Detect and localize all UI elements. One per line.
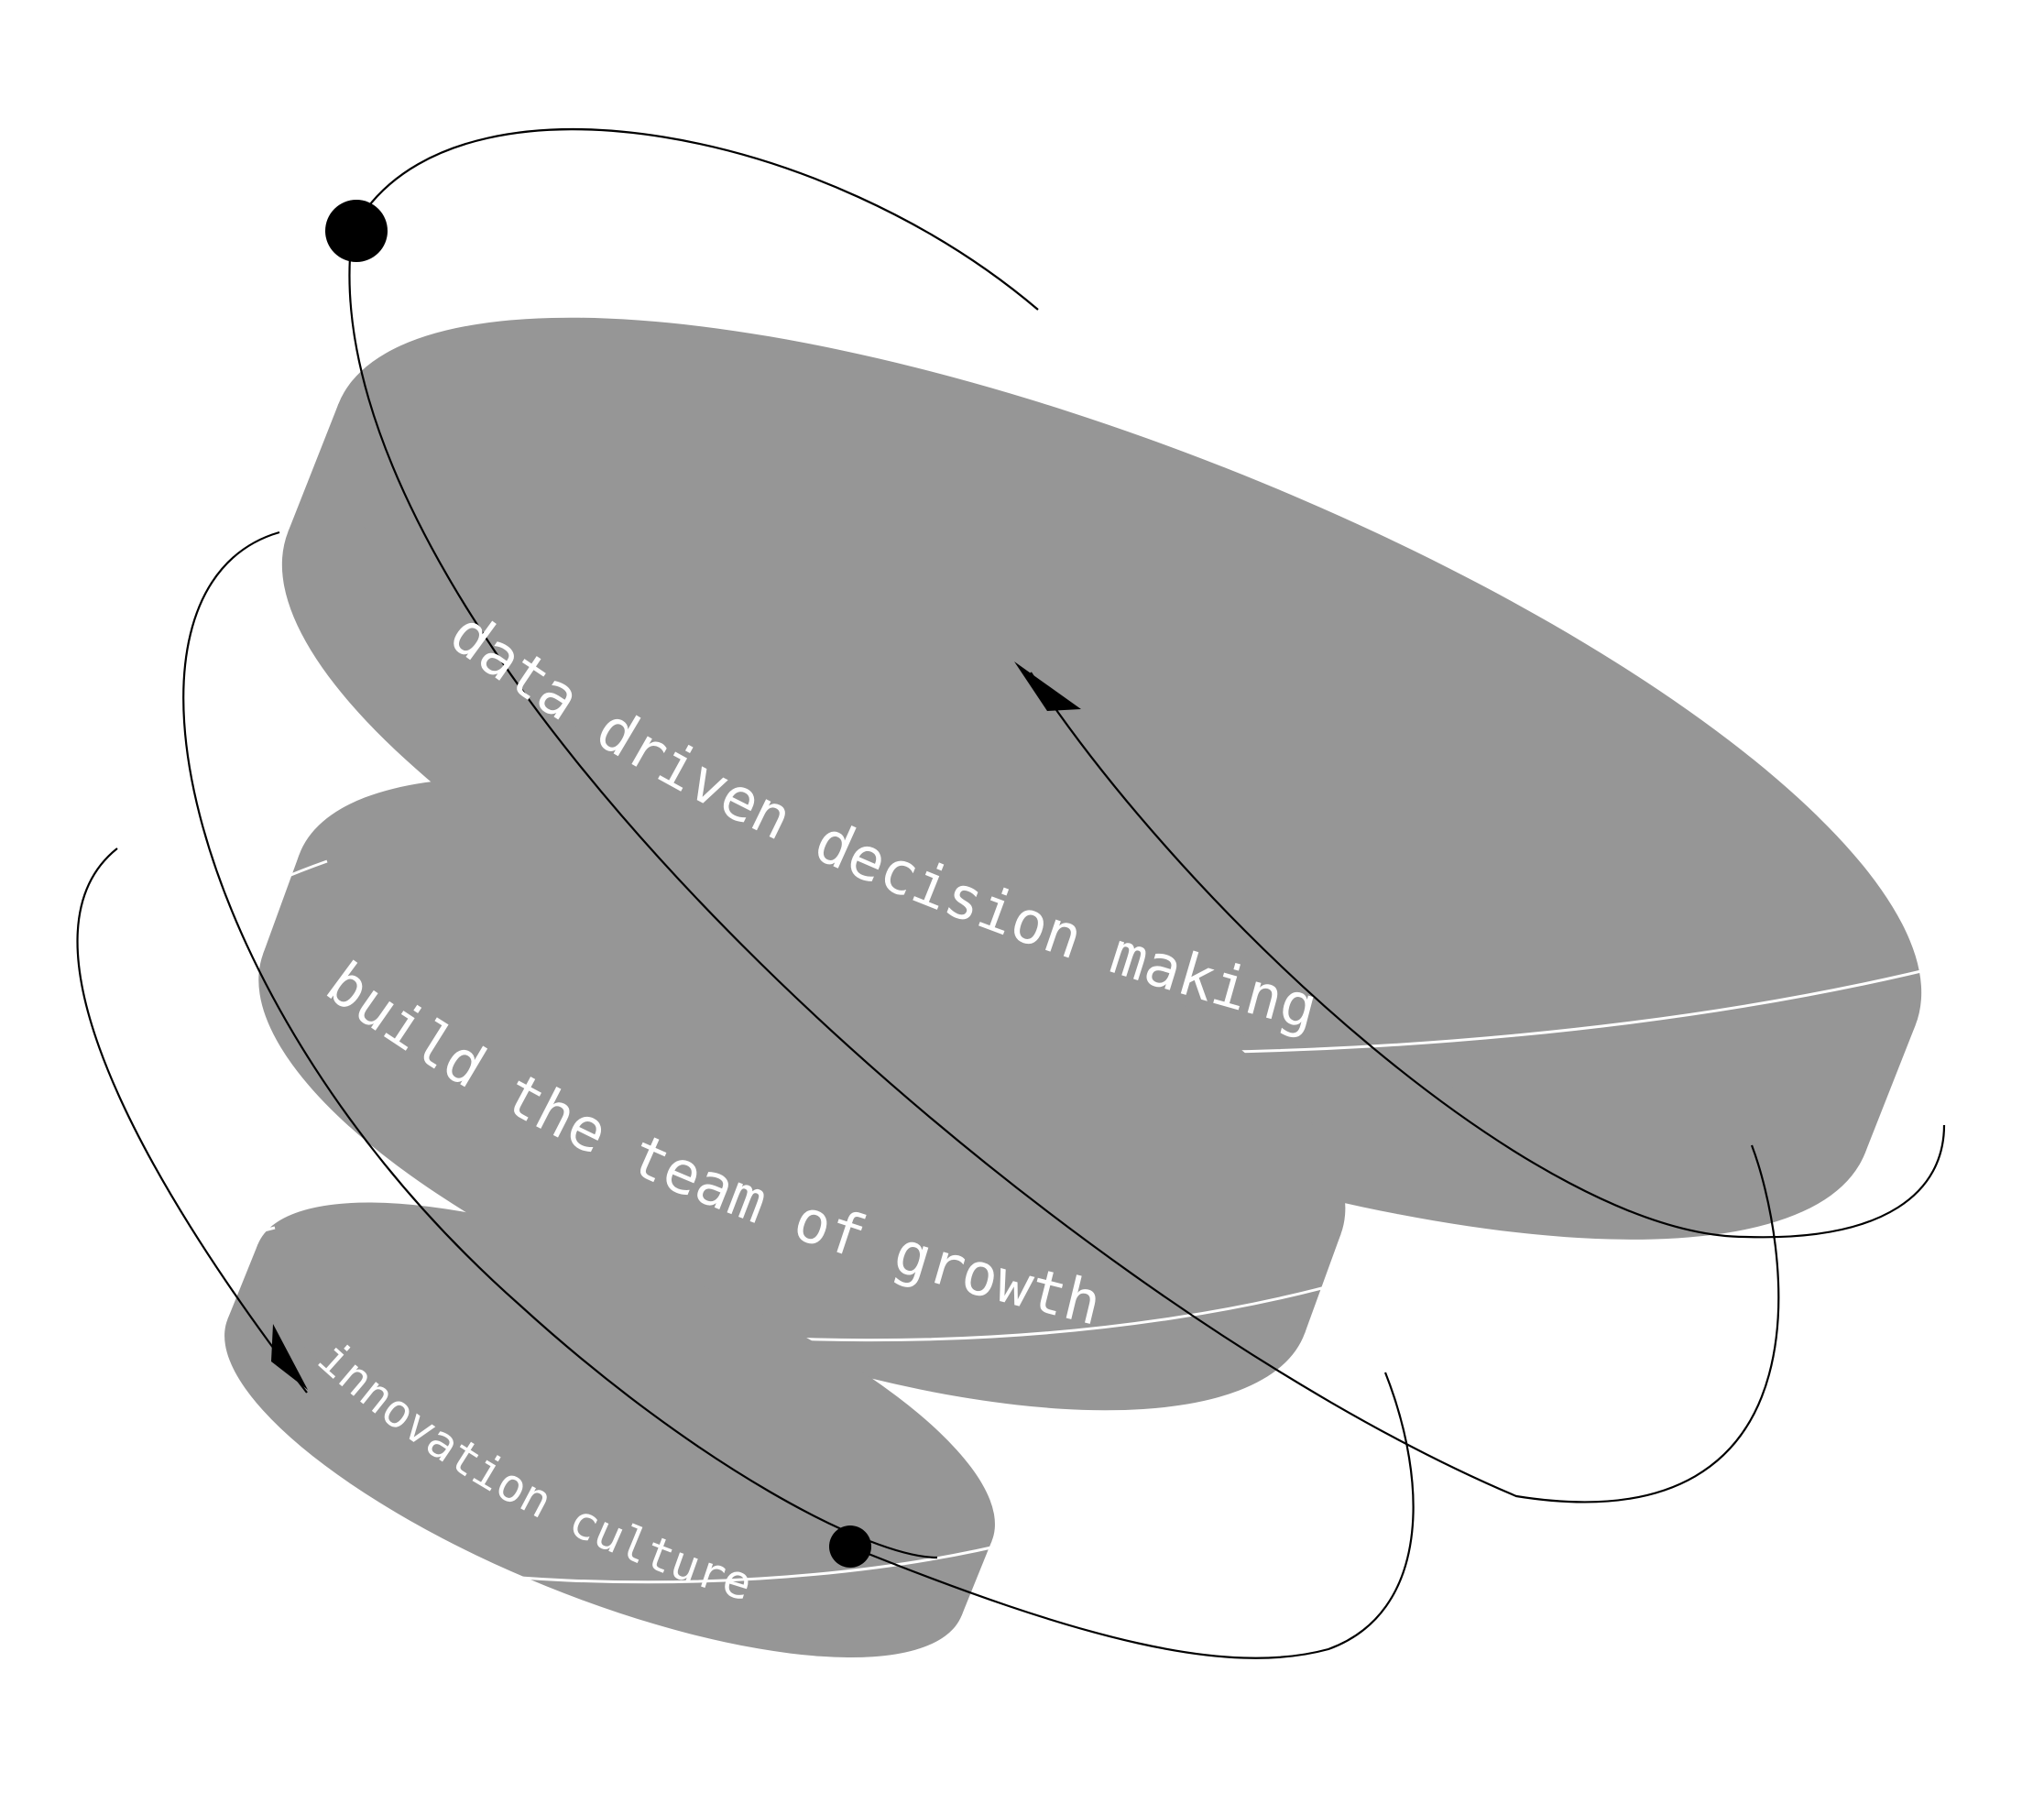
bottom-disk-rim [35,1226,1020,1584]
top-disk-face [332,317,1922,1112]
orbit-lines [76,128,1946,1659]
end-node-dot [829,1525,871,1568]
start-node-dot [325,200,388,262]
orbit-right-loop [1030,672,1946,1239]
orbit-front-loop [76,847,308,1394]
orbit-big-loop [348,235,1780,1503]
middle-disk-face [294,777,1346,1312]
arrowhead-up-icon [1014,661,1081,711]
orbit-left-loop [182,530,938,1559]
orbit-lower-loop [849,1372,1415,1659]
middle-disk [93,777,1416,1411]
arrowhead-down-icon [271,1324,308,1390]
top-disk [0,317,1952,1240]
top-disk-rim [0,322,1952,1055]
orbit-top-arc [366,128,1039,311]
